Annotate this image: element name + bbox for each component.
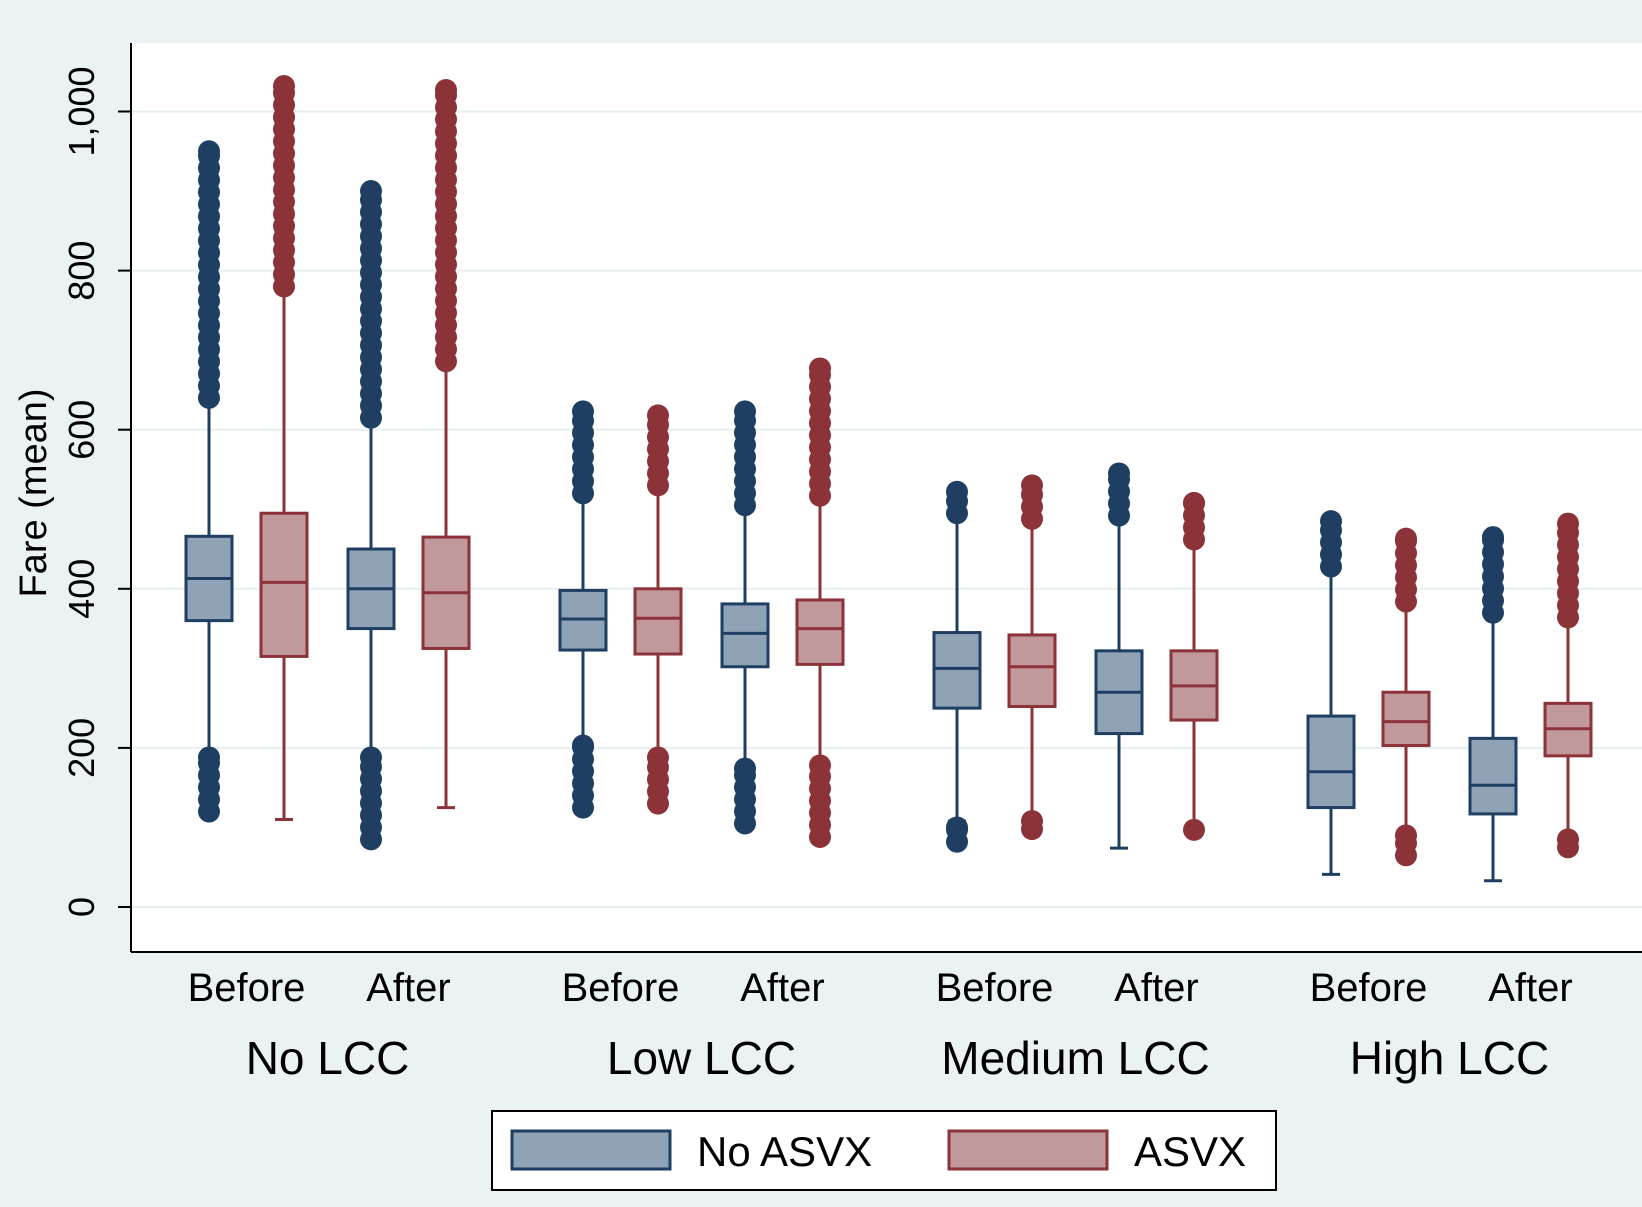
box-g2-p0-s1 [1007,474,1057,841]
box-g0-p1-s0 [346,180,396,851]
box-g1-p0-s0 [558,400,608,819]
x-group-label: High LCC [1350,1032,1549,1084]
x-group-label: Medium LCC [941,1032,1209,1084]
box-g0-p1-s1 [421,79,471,810]
x-axis: Before After No LCC Before After Low LCC Befor… [188,966,1573,1084]
x-period-label: Before [1310,966,1428,1010]
y-tick-label-600: 600 [61,400,102,460]
legend: No ASVX ASVX [491,1110,1277,1191]
legend-label-1: ASVX [1134,1128,1246,1175]
legend-swatch-0 [510,1129,672,1171]
plot-area [131,43,1642,952]
box-g0-p0-s0 [184,140,234,823]
box-g1-p1-s0 [720,400,770,835]
x-period-label: After [366,966,450,1010]
iqr-box [1306,714,1356,810]
iqr-box [1381,690,1431,748]
outlier-point-high [198,140,220,163]
outlier-point-low [1183,818,1205,841]
iqr-box [633,587,683,656]
outlier-point-high [1108,462,1130,485]
y-tick-label-200: 200 [61,718,102,778]
y-tick-label-0: 0 [61,897,102,917]
box-g3-p1-s1 [1543,512,1593,859]
outlier-point-high [1395,527,1417,550]
outlier-point-low [360,746,382,769]
outlier-point-low [647,746,669,769]
outlier-point-high [647,404,669,427]
x-group-label: No LCC [246,1032,410,1084]
legend-swatch-1 [947,1129,1109,1171]
outlier-point-high [734,400,756,423]
y-tick-label-400: 400 [61,559,102,619]
x-period-label: Before [188,966,306,1010]
boxes-layer [184,75,1593,883]
outlier-point-low [809,754,831,777]
outlier-point-low [1395,824,1417,847]
y-axis: 0 200 400 600 800 1,000 [61,66,131,917]
box-g2-p1-s1 [1169,491,1219,841]
x-group-label: Low LCC [607,1032,796,1084]
box-g0-p0-s1 [259,75,309,821]
outlier-point-high [273,75,295,98]
outlier-point-high [1183,491,1205,514]
iqr-box [1007,633,1057,709]
y-tick-label-1000: 1,000 [61,66,102,156]
outlier-point-high [1482,526,1504,549]
outlier-point-low [1557,828,1579,851]
box-g2-p0-s0 [932,480,982,853]
box-g3-p0-s1 [1381,527,1431,867]
outlier-point-high [946,480,968,503]
outlier-point-high [1320,510,1342,533]
box-g3-p1-s0 [1468,526,1518,883]
outlier-point-high [572,400,594,423]
iqr-box [259,511,309,658]
outlier-point-low [1021,810,1043,833]
x-period-label: Before [936,966,1054,1010]
box-g1-p1-s1 [795,357,845,848]
box-g1-p0-s1 [633,404,683,815]
outlier-point-low [572,734,594,757]
iqr-box [720,602,770,669]
box-g2-p1-s0 [1094,462,1144,850]
iqr-box [1468,736,1518,816]
outlier-point-high [360,180,382,203]
box-g3-p0-s0 [1306,510,1356,876]
x-period-label: Before [562,966,680,1010]
outlier-point-high [435,79,457,102]
outlier-point-high [809,357,831,380]
outlier-point-high [1021,474,1043,497]
iqr-box [932,631,982,710]
x-period-label: After [1114,966,1198,1010]
x-period-label: After [740,966,824,1010]
outlier-point-high [1557,512,1579,535]
outlier-point-low [734,757,756,780]
iqr-box [795,598,845,666]
y-axis-title: Fare (mean) [13,388,55,597]
outlier-point-low [198,746,220,769]
legend-label-0: No ASVX [697,1128,872,1175]
x-period-label: After [1488,966,1572,1010]
y-tick-label-800: 800 [61,241,102,301]
